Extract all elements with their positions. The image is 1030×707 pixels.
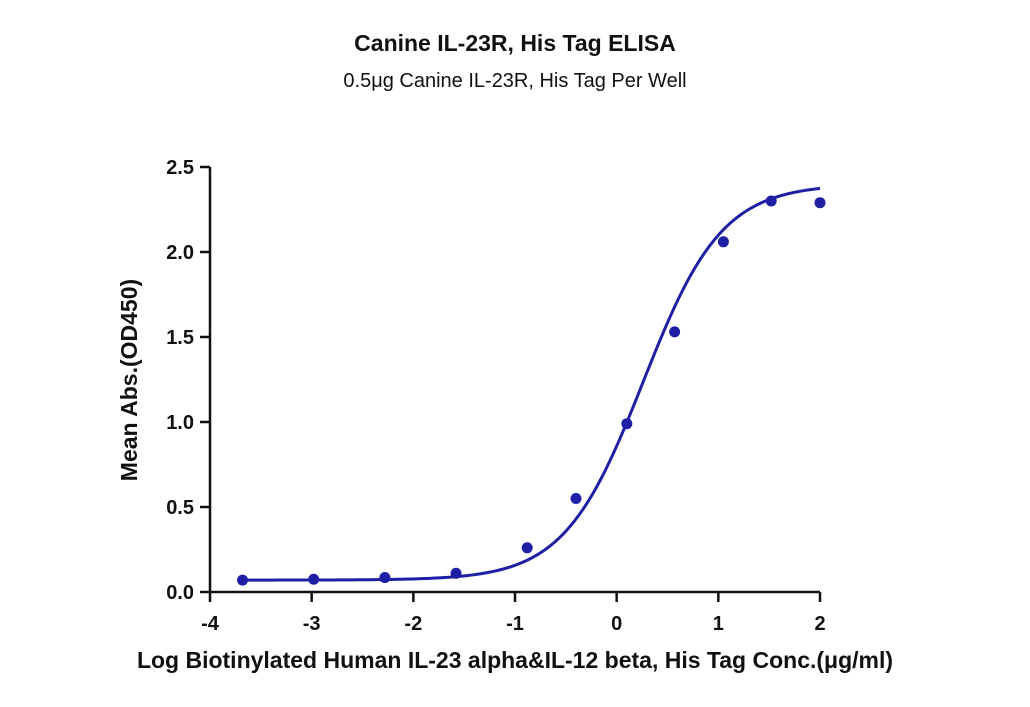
fit-curve-layer [242, 186, 821, 582]
axes: 0.0 0.5 1.0 1.5 2.0 2.5 -4 -3 -2 -1 0 1 2 [166, 157, 825, 635]
y-tick-label: 0.5 [166, 497, 194, 519]
data-point [669, 326, 681, 338]
data-point [814, 197, 826, 209]
x-axis-title: Log Biotinylated Human IL-23 alpha&IL-12… [137, 647, 893, 673]
x-tick-label: 0 [611, 613, 622, 635]
data-point [521, 542, 533, 554]
x-tick-label: -4 [201, 613, 220, 635]
data-point [717, 236, 729, 248]
data-point [765, 195, 777, 207]
y-tick-label: 0.0 [166, 582, 194, 604]
y-tick-label: 2.0 [166, 242, 194, 264]
x-tick-label: -3 [303, 613, 321, 635]
fit-curve [242, 186, 821, 582]
y-tick-label: 1.5 [166, 327, 194, 349]
chart-title: Canine IL-23R, His Tag ELISA [354, 30, 676, 56]
x-tick-label: -2 [404, 613, 422, 635]
data-point [570, 493, 582, 504]
data-point [621, 418, 633, 430]
x-tick-label: 2 [814, 613, 825, 635]
y-axis-title: Mean Abs.(OD450) [116, 279, 142, 481]
chart-subtitle: 0.5μg Canine IL-23R, His Tag Per Well [343, 70, 687, 92]
data-point [237, 574, 249, 586]
x-tick-label: 1 [713, 613, 724, 635]
x-tick-label: -1 [506, 613, 524, 635]
data-point [450, 567, 462, 579]
data-point [308, 573, 320, 585]
y-tick-label: 1.0 [166, 412, 194, 434]
data-point [379, 572, 391, 584]
y-tick-label: 2.5 [166, 157, 194, 179]
data-points-layer [237, 195, 826, 586]
